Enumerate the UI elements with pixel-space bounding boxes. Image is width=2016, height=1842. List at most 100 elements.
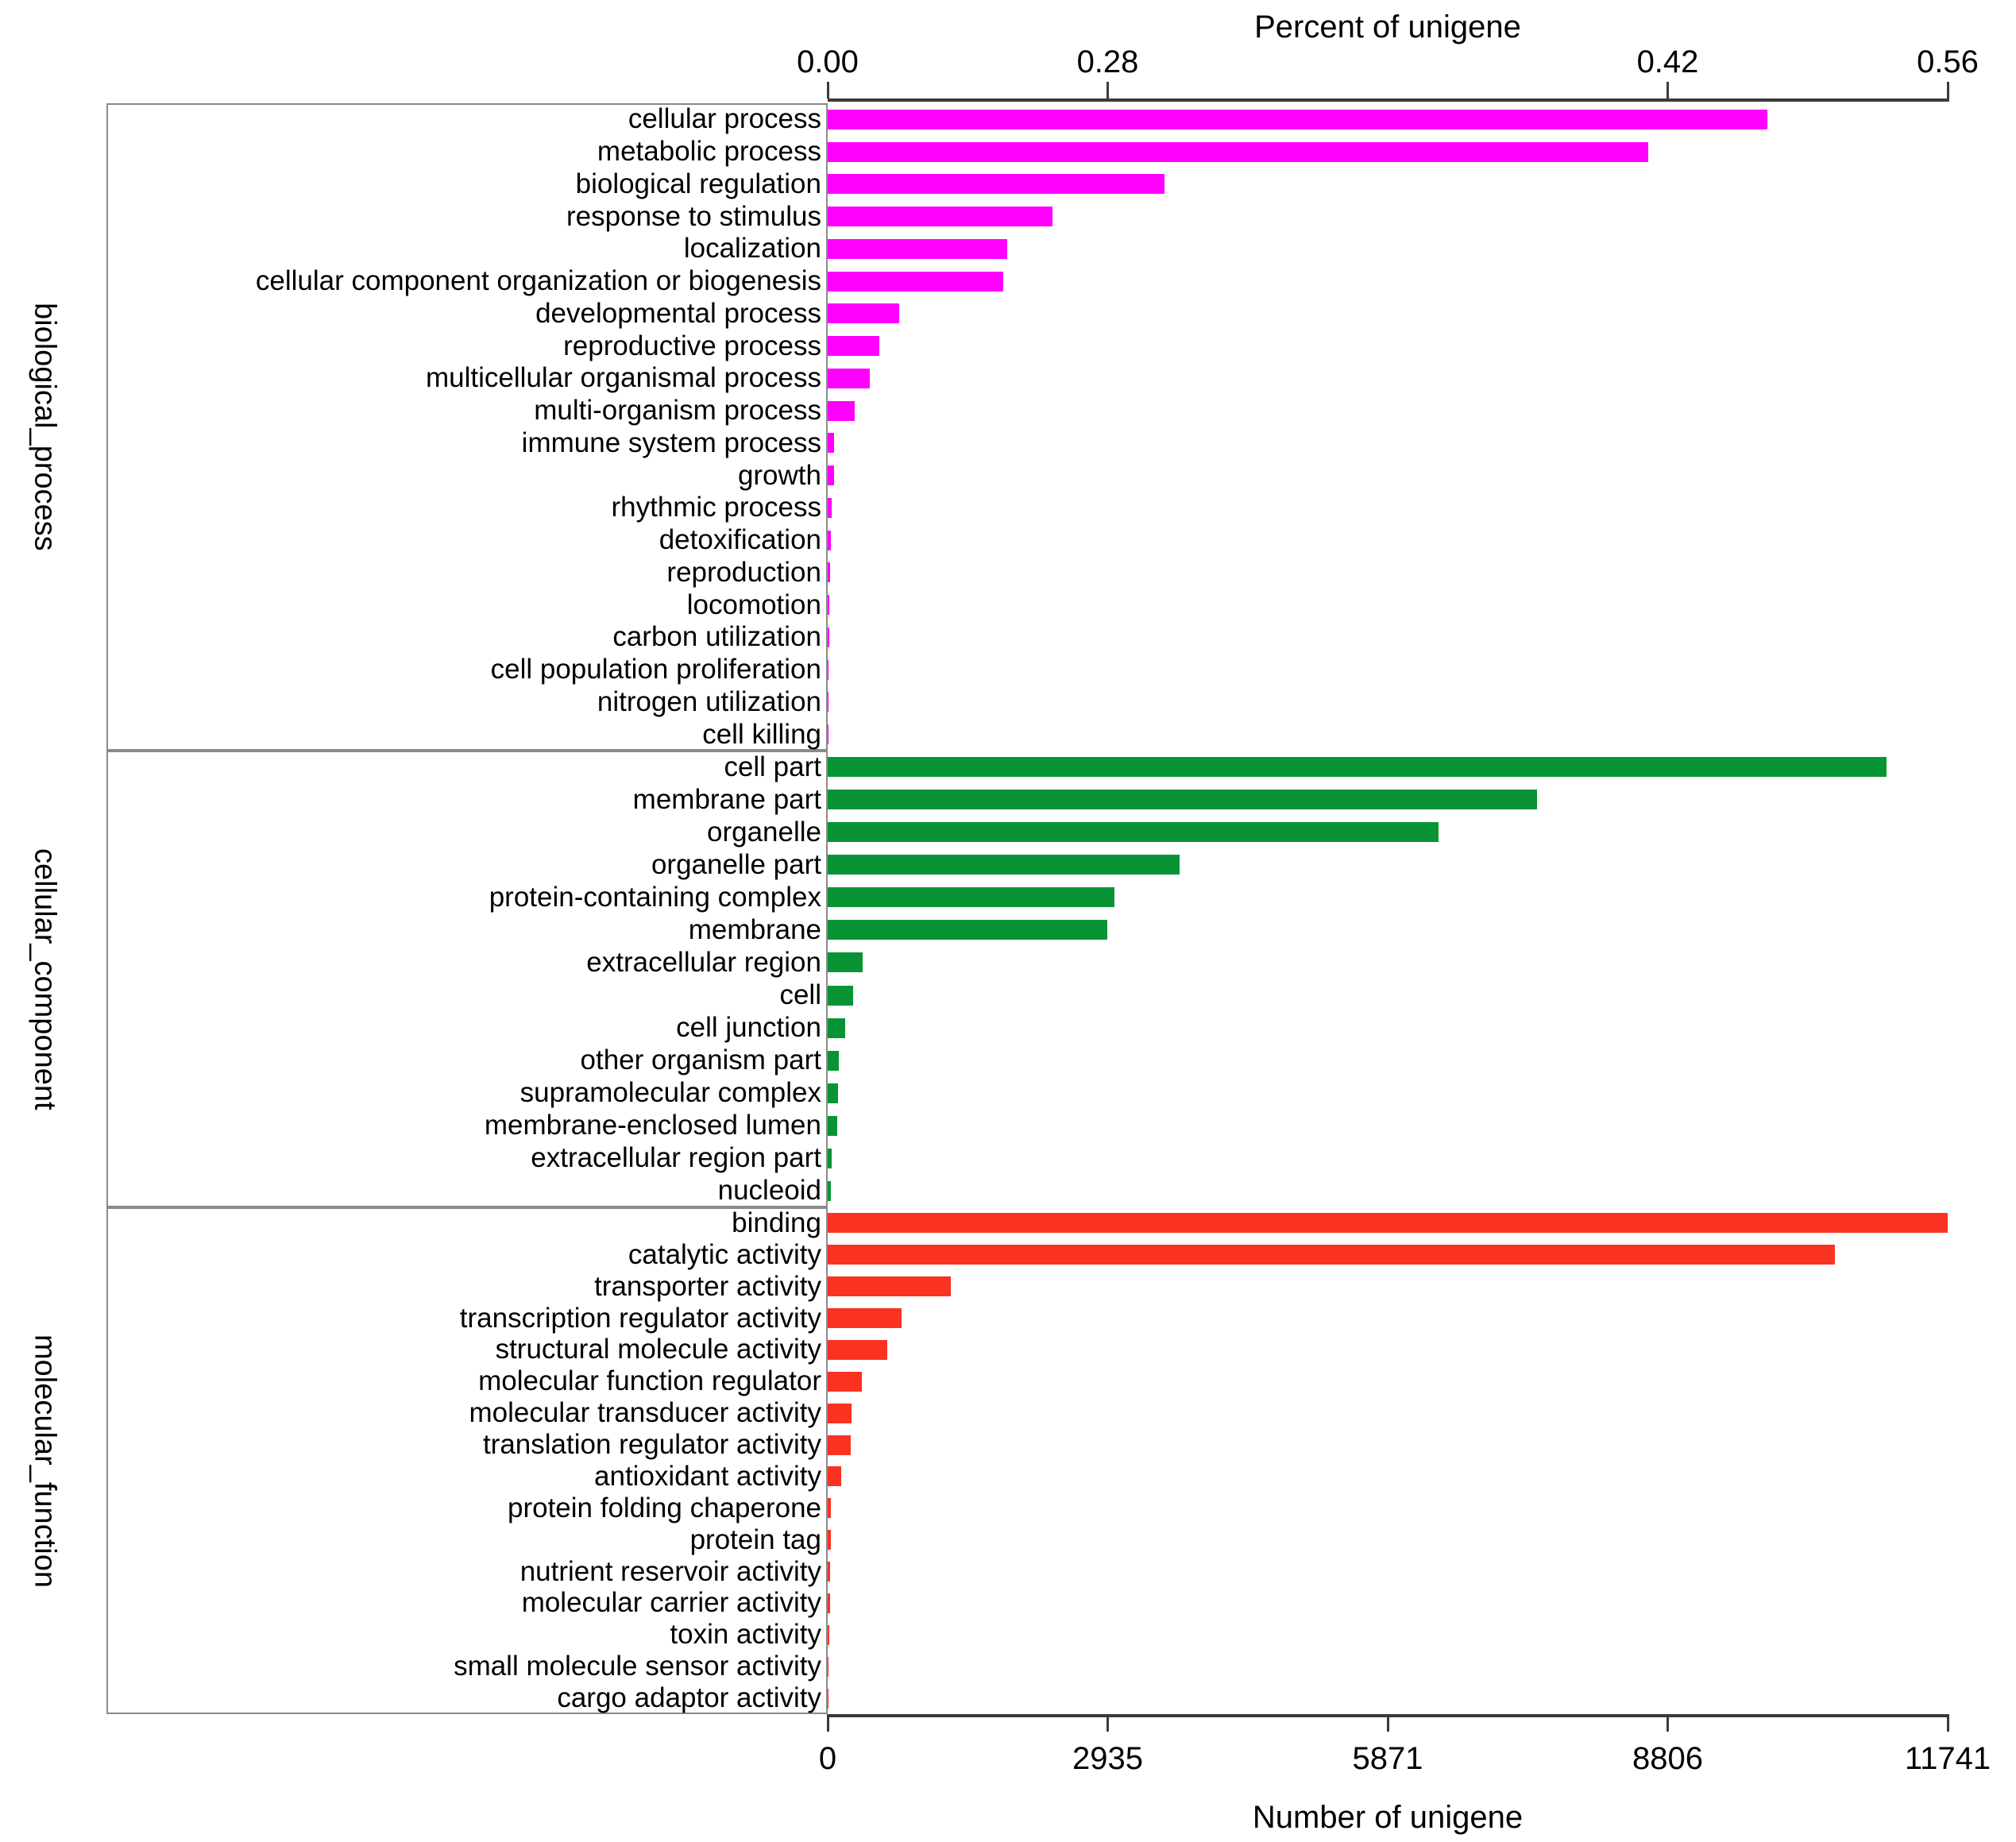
top-axis-tick xyxy=(826,82,829,98)
bottom-axis-tick-label: 11741 xyxy=(1904,1741,1991,1776)
bar xyxy=(828,1276,951,1297)
row-label: protein tag xyxy=(689,1523,821,1555)
row-label: cell population proliferation xyxy=(490,654,821,685)
row-label: protein-containing complex xyxy=(489,881,821,913)
row-label: organelle part xyxy=(651,848,821,880)
top-axis-tick-label: 0.00 xyxy=(797,44,859,79)
bar xyxy=(828,1115,837,1136)
row-label: reproduction xyxy=(666,556,821,588)
bar xyxy=(828,1530,831,1550)
row-label: biological regulation xyxy=(575,168,821,199)
row-label: nucleoid xyxy=(717,1175,821,1207)
bottom-axis-tick-label: 8806 xyxy=(1632,1741,1703,1776)
bar xyxy=(828,433,835,454)
bar xyxy=(828,627,829,647)
row-label: binding xyxy=(732,1207,821,1238)
section-label-molecular_function: molecular_function xyxy=(28,1334,62,1588)
bar xyxy=(828,1498,832,1519)
row-label: nitrogen utilization xyxy=(597,685,821,717)
bar xyxy=(828,985,854,1006)
row-label: rhythmic process xyxy=(611,492,821,523)
top-axis-tick xyxy=(1106,82,1109,98)
bar xyxy=(828,562,831,583)
row-label: multi-organism process xyxy=(534,395,821,427)
top-axis-tick xyxy=(1666,82,1669,98)
bar xyxy=(828,238,1007,259)
bottom-axis-tick xyxy=(1106,1714,1109,1732)
bar xyxy=(828,368,870,388)
row-label: multicellular organismal process xyxy=(426,362,821,394)
row-label: cellular component organization or bioge… xyxy=(255,265,821,297)
bar xyxy=(828,1213,1948,1234)
row-label: cellular process xyxy=(628,103,821,135)
bar xyxy=(828,530,831,550)
top-axis-tick-label: 0.42 xyxy=(1636,44,1699,79)
row-label: cell xyxy=(779,979,821,1011)
bar xyxy=(828,595,830,616)
row-label: cell killing xyxy=(702,718,821,750)
row-label: catalytic activity xyxy=(628,1238,821,1270)
bar xyxy=(828,790,1538,810)
bar xyxy=(828,1308,902,1329)
row-label: cell part xyxy=(724,751,821,782)
row-label: antioxidant activity xyxy=(594,1460,821,1492)
bar xyxy=(828,855,1180,875)
section-box-biological_process xyxy=(106,103,828,751)
row-label: other organism part xyxy=(580,1045,821,1076)
bar xyxy=(828,1403,852,1423)
row-label: membrane xyxy=(688,913,821,945)
row-label: growth xyxy=(737,459,821,491)
top-axis-line xyxy=(828,98,1949,102)
bar xyxy=(828,757,1887,778)
bar xyxy=(828,1083,839,1103)
row-label: protein folding chaperone xyxy=(507,1492,821,1523)
bar xyxy=(828,400,855,421)
row-label: translation regulator activity xyxy=(482,1429,821,1461)
row-label: membrane part xyxy=(632,783,821,815)
bar xyxy=(828,303,900,324)
top-axis-title: Percent of unigene xyxy=(1254,10,1521,44)
section-label-cellular_component: cellular_component xyxy=(28,848,62,1110)
bar xyxy=(828,822,1439,843)
row-label: metabolic process xyxy=(597,136,821,168)
bar xyxy=(828,1018,846,1038)
row-label: cargo adaptor activity xyxy=(557,1682,821,1714)
row-label: immune system process xyxy=(521,427,821,458)
bar xyxy=(828,465,834,486)
row-label: toxin activity xyxy=(670,1619,821,1651)
bottom-axis-tick xyxy=(826,1714,829,1732)
bottom-axis-title: Number of unigene xyxy=(1252,1800,1524,1835)
section-box-cellular_component xyxy=(106,751,828,1207)
bar xyxy=(828,1466,841,1487)
row-label: supramolecular complex xyxy=(519,1077,821,1109)
section-box-molecular_function xyxy=(106,1207,828,1714)
row-label: carbon utilization xyxy=(612,621,821,653)
bar xyxy=(828,1371,863,1392)
bottom-axis-tick-label: 0 xyxy=(818,1741,837,1776)
row-label: molecular function regulator xyxy=(478,1365,821,1397)
bar xyxy=(828,141,1648,162)
row-label: transporter activity xyxy=(594,1270,821,1302)
bar xyxy=(828,887,1115,908)
bar xyxy=(828,1562,830,1582)
row-label: extracellular region xyxy=(586,946,821,978)
bar xyxy=(828,336,880,357)
bar xyxy=(828,497,832,518)
row-label: organelle xyxy=(707,816,821,848)
row-label: transcription regulator activity xyxy=(459,1302,821,1334)
bar xyxy=(828,1624,829,1645)
bar xyxy=(828,1339,888,1360)
bar xyxy=(828,271,1003,292)
bottom-axis-tick xyxy=(1946,1714,1949,1732)
bar xyxy=(828,207,1053,227)
bottom-axis-tick xyxy=(1386,1714,1389,1732)
row-label: detoxification xyxy=(658,524,821,556)
row-label: membrane-enclosed lumen xyxy=(484,1110,821,1141)
row-label: nutrient reservoir activity xyxy=(519,1555,821,1587)
top-axis-tick xyxy=(1946,82,1949,98)
bar xyxy=(828,109,1767,129)
row-label: developmental process xyxy=(535,297,821,329)
row-label: reproductive process xyxy=(563,330,821,361)
bar xyxy=(828,174,1164,195)
row-label: structural molecule activity xyxy=(495,1334,821,1365)
